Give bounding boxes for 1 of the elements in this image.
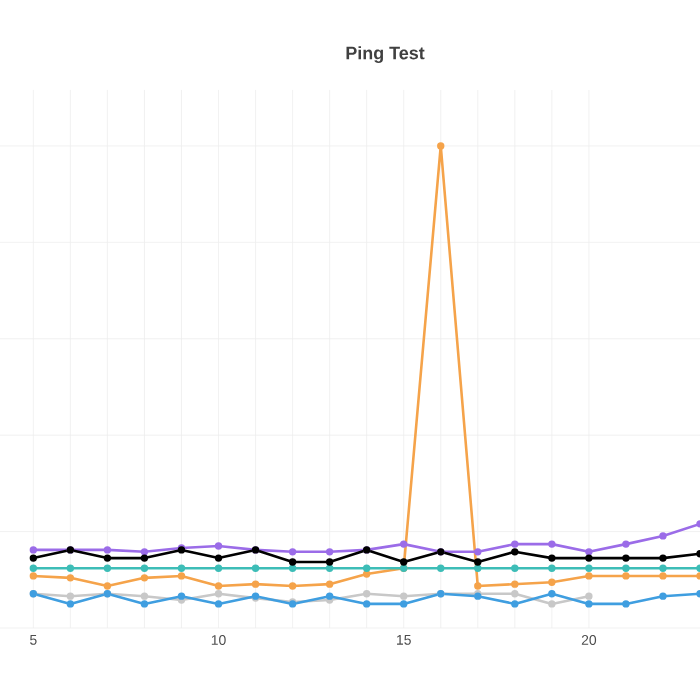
chart-title: Ping Test: [346, 46, 425, 64]
